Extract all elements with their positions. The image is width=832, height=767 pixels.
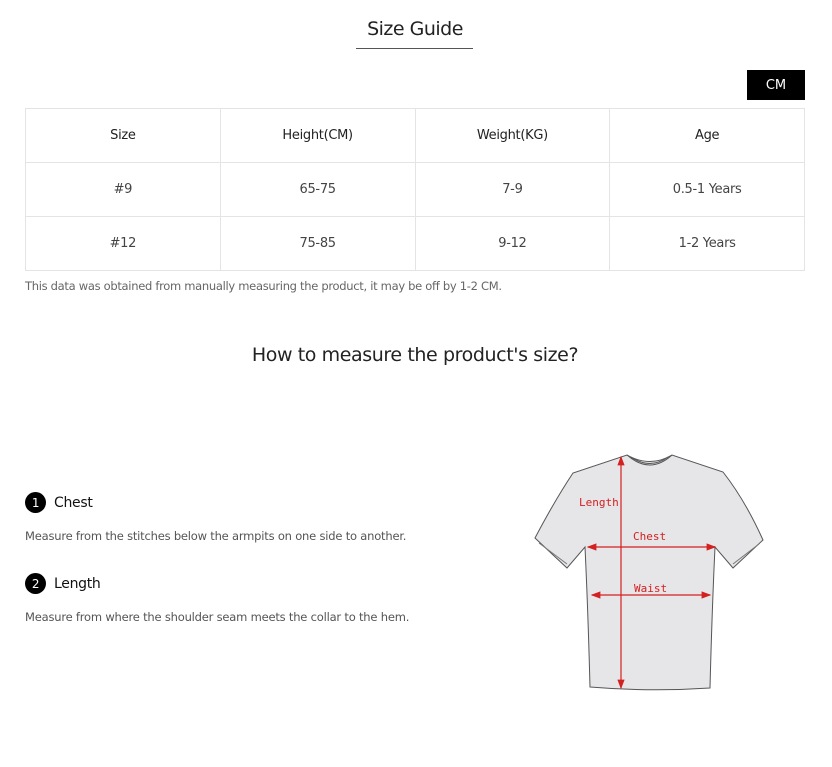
tshirt-measurement-diagram: Length Chest Waist bbox=[534, 454, 764, 691]
step-description: Measure from where the shoulder seam mee… bbox=[25, 610, 410, 624]
table-cell: 75-85 bbox=[219, 216, 416, 271]
header-cell: Size bbox=[25, 108, 221, 163]
step-chest: 1 Chest bbox=[25, 492, 93, 513]
step-description: Measure from the stitches below the armp… bbox=[25, 529, 407, 543]
measurement-note: This data was obtained from manually mea… bbox=[25, 279, 502, 293]
step-label: Length bbox=[54, 575, 101, 592]
table-cell: 65-75 bbox=[219, 162, 416, 217]
table-cell: 1-2 Years bbox=[609, 216, 805, 271]
length-label: Length bbox=[579, 496, 619, 509]
sleeve-cuffs bbox=[538, 542, 760, 565]
title-underline bbox=[356, 48, 473, 49]
step-number-badge: 2 bbox=[25, 573, 46, 594]
how-to-measure-heading: How to measure the product's size? bbox=[251, 344, 579, 366]
chest-label: Chest bbox=[633, 530, 666, 543]
table-cell: #9 bbox=[25, 162, 221, 217]
header-cell: Height(CM) bbox=[219, 108, 416, 163]
table-cell: 9-12 bbox=[414, 216, 611, 271]
page-title: Size Guide bbox=[367, 18, 463, 40]
table-cell: 7-9 bbox=[414, 162, 611, 217]
table-cell: #12 bbox=[25, 216, 221, 271]
waist-label: Waist bbox=[634, 582, 667, 595]
header-cell: Age bbox=[609, 108, 805, 163]
step-length: 2 Length bbox=[25, 573, 101, 594]
table-cell: 0.5-1 Years bbox=[609, 162, 805, 217]
step-number-badge: 1 bbox=[25, 492, 46, 513]
size-table: Size Height(CM) Weight(KG) Age #9 65-75 … bbox=[25, 108, 805, 271]
table-header-row: Size Height(CM) Weight(KG) Age bbox=[25, 108, 805, 163]
unit-cm-button[interactable]: CM bbox=[747, 70, 805, 100]
step-label: Chest bbox=[54, 494, 93, 511]
table-row: #12 75-85 9-12 1-2 Years bbox=[25, 216, 805, 271]
table-row: #9 65-75 7-9 0.5-1 Years bbox=[25, 162, 805, 217]
tshirt-shape bbox=[534, 454, 764, 691]
tshirt-collar bbox=[626, 454, 673, 466]
header-cell: Weight(KG) bbox=[414, 108, 611, 163]
